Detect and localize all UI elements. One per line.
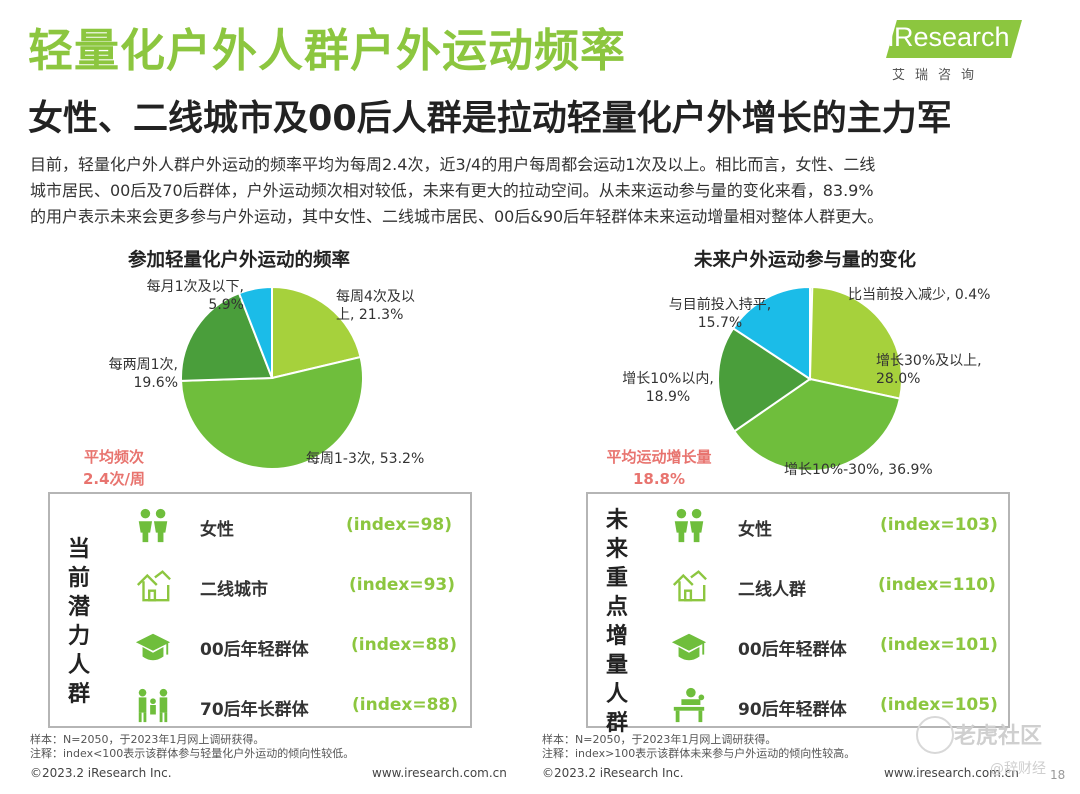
right-footer-copyright: ©2023.2 iResearch Inc. bbox=[542, 766, 684, 780]
left-slice-label-biweekly: 每两周1次, 19.6% bbox=[108, 357, 178, 391]
left-slice-label-weekly1-3: 每周1-3次, 53.2% bbox=[306, 451, 425, 467]
right-index-note: 注释：index>100表示该群体未来参与户外运动的倾向性较高。 bbox=[542, 747, 856, 760]
page-title: 轻量化户外人群户外运动频率 bbox=[28, 24, 627, 77]
pie-right-slice-1 bbox=[808, 286, 903, 400]
pie-left-slice-0 bbox=[271, 285, 362, 380]
summary-line-3: 的用户表示未来会更多参与户外运动，其中女性、二线城市居民、00后&90后年轻群体… bbox=[30, 207, 884, 226]
graduation-cap-icon bbox=[135, 633, 171, 661]
summary-line-1: 目前，轻量化户外人群户外运动的频率平均为每周2.4次，近3/4的用户每周都会运动… bbox=[30, 155, 876, 174]
left-row-1-name: 女性 bbox=[200, 520, 234, 540]
left-row-3-index: (index=88) bbox=[351, 635, 458, 655]
right-panel-vertical-label: 未来 重点 增量 人群 bbox=[605, 508, 628, 736]
left-panel-vertical-label: 当前 潜力 人群 bbox=[67, 537, 90, 707]
house-icon bbox=[136, 570, 171, 602]
watermark-logo-icon bbox=[916, 716, 954, 754]
left-slice-label-weekly4: 每周4次及以 上, 21.3% bbox=[336, 289, 415, 323]
people-icon bbox=[138, 508, 168, 543]
right-chart-title: 未来户外运动参与量的变化 bbox=[694, 250, 917, 271]
right-row-2-name: 二线人群 bbox=[738, 580, 806, 600]
left-pie-chart bbox=[180, 285, 364, 470]
right-row-1-index: (index=103) bbox=[880, 515, 998, 535]
left-sample-note: 样本：N=2050，于2023年1月网上调研获得。 bbox=[30, 733, 265, 746]
left-average-label: 平均频次 2.4次/周 bbox=[82, 448, 146, 488]
page-number: 18 bbox=[1050, 768, 1066, 782]
pie-left-slice-2 bbox=[180, 291, 274, 382]
graduation-cap-icon bbox=[671, 633, 707, 661]
left-row-3-name: 00后年轻群体 bbox=[200, 640, 309, 660]
right-increment-panel bbox=[586, 492, 1010, 728]
right-sample-note: 样本：N=2050，于2023年1月网上调研获得。 bbox=[542, 733, 777, 746]
left-index-note: 注释：index<100表示该群体参与轻量化户外运动的倾向性较低。 bbox=[30, 747, 355, 760]
left-potential-panel bbox=[48, 492, 472, 728]
pie-right-slice-4 bbox=[731, 285, 811, 381]
left-row-2-name: 二线城市 bbox=[200, 580, 268, 600]
right-row-4-index: (index=105) bbox=[880, 695, 998, 715]
watermark-subtext: @辞财经 bbox=[990, 761, 1046, 777]
right-average-label: 平均运动增长量 18.8% bbox=[606, 448, 712, 488]
left-chart-title: 参加轻量化户外运动的频率 bbox=[128, 250, 351, 271]
right-row-3-name: 00后年轻群体 bbox=[738, 640, 847, 660]
right-row-3-index: (index=101) bbox=[880, 635, 998, 655]
pie-left-slice-3 bbox=[237, 285, 273, 379]
right-slice-label-30plus: 增长30%及以上, 28.0% bbox=[876, 353, 982, 387]
logo-text: iResearch bbox=[888, 22, 1010, 52]
summary-line-2: 城市居民、00后及70后群体，户外运动频次相对较低，未来有更大的拉动空间。从未来… bbox=[30, 181, 874, 200]
right-slice-label-10-30: 增长10%-30%, 36.9% bbox=[784, 462, 933, 478]
pie-left-slice-1 bbox=[180, 355, 364, 470]
right-slice-label-flat: 与目前投入持平, 15.7% bbox=[668, 297, 772, 331]
family-icon bbox=[138, 688, 168, 723]
right-pie-chart bbox=[717, 285, 903, 472]
iresearch-logo: iResearch 艾瑞咨询 bbox=[886, 14, 1036, 83]
left-row-1-index: (index=98) bbox=[346, 515, 453, 535]
summary-paragraph: 目前，轻量化户外人群户外运动的频率平均为每周2.4次，近3/4的用户每周都会运动… bbox=[30, 152, 1054, 230]
right-row-4-name: 90后年轻群体 bbox=[738, 700, 847, 720]
right-slice-label-decrease: 比当前投入减少, 0.4% bbox=[848, 287, 991, 303]
pie-right-slice-3 bbox=[717, 326, 812, 433]
right-row-1-name: 女性 bbox=[738, 520, 772, 540]
house-icon bbox=[672, 570, 707, 602]
watermark-text: 老虎社区 bbox=[954, 724, 1043, 749]
left-footer-copyright: ©2023.2 iResearch Inc. bbox=[30, 766, 172, 780]
pie-right-slice-2 bbox=[732, 377, 902, 472]
right-row-2-index: (index=110) bbox=[878, 575, 996, 595]
right-footer-url: www.iresearch.com.cn bbox=[884, 766, 1019, 780]
people-icon bbox=[674, 508, 704, 543]
worker-icon bbox=[673, 687, 705, 723]
right-slice-label-within10: 增长10%以内, 18.9% bbox=[622, 371, 714, 405]
left-row-4-index: (index=88) bbox=[352, 695, 459, 715]
page-subtitle: 女性、二线城市及00后人群是拉动轻量化户外增长的主力军 bbox=[28, 99, 952, 139]
left-row-2-index: (index=93) bbox=[349, 575, 456, 595]
logo-cn-text: 艾瑞咨询 bbox=[892, 68, 985, 83]
left-footer-url: www.iresearch.com.cn bbox=[372, 766, 507, 780]
left-row-4-name: 70后年长群体 bbox=[200, 700, 309, 720]
left-slice-label-monthly: 每月1次及以下, 5.9% bbox=[146, 279, 244, 313]
